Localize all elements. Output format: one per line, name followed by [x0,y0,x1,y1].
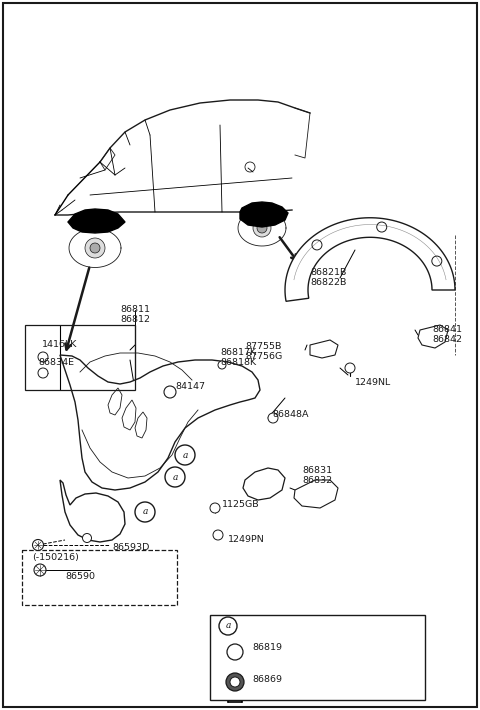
Circle shape [230,677,240,687]
Polygon shape [418,325,448,348]
Text: 86841: 86841 [432,325,462,334]
Circle shape [245,162,255,172]
Text: 1249PN: 1249PN [228,535,265,544]
Text: 86590: 86590 [65,572,95,581]
Text: 86812: 86812 [120,315,150,324]
Polygon shape [122,400,136,430]
Polygon shape [60,480,125,542]
Circle shape [345,363,355,373]
Text: 86593D: 86593D [112,543,149,552]
Polygon shape [135,412,147,438]
Circle shape [85,238,105,258]
Text: 1125GB: 1125GB [222,500,260,509]
Circle shape [312,240,322,250]
Text: a: a [172,472,178,481]
Text: 86832: 86832 [302,476,332,485]
Text: a: a [225,621,231,630]
Text: a: a [142,508,148,516]
Circle shape [38,352,48,362]
Polygon shape [240,202,288,227]
Circle shape [33,540,44,550]
Circle shape [218,361,226,369]
Circle shape [227,644,243,660]
Circle shape [219,617,237,635]
Circle shape [213,530,223,540]
Circle shape [165,467,185,487]
Circle shape [210,503,220,513]
Text: (-150216): (-150216) [32,553,79,562]
Polygon shape [310,340,338,358]
Polygon shape [60,355,260,490]
Polygon shape [108,388,122,415]
Text: 87755B: 87755B [245,342,281,351]
Text: 1416LK: 1416LK [42,340,77,349]
Text: 86842: 86842 [432,335,462,344]
Circle shape [175,445,195,465]
Text: a: a [182,451,188,459]
Circle shape [268,413,278,423]
Text: 86811: 86811 [120,305,150,314]
Circle shape [34,564,46,576]
Circle shape [38,368,48,378]
Circle shape [90,243,100,253]
Text: 87756G: 87756G [245,352,282,361]
Circle shape [226,673,244,691]
Text: 86818K: 86818K [220,358,256,367]
Circle shape [164,386,176,398]
Text: 86869: 86869 [252,675,282,684]
Text: 86821B: 86821B [310,268,347,277]
Bar [25,325,135,390]
Text: 86819: 86819 [252,643,282,652]
Text: 84147: 84147 [175,382,205,391]
Circle shape [377,222,387,232]
Text: 86834E: 86834E [38,358,74,367]
Circle shape [135,502,155,522]
Bar [22,550,177,605]
Text: 86831: 86831 [302,466,332,475]
Circle shape [83,533,92,542]
Text: 86822B: 86822B [310,278,347,287]
Polygon shape [294,480,338,508]
Text: 86848A: 86848A [272,410,309,419]
Polygon shape [285,218,455,301]
Text: 86817K: 86817K [220,348,256,357]
Polygon shape [243,468,285,500]
Circle shape [432,256,442,266]
Circle shape [253,219,271,237]
Polygon shape [68,209,125,233]
Bar [210,615,425,700]
Text: 1249NL: 1249NL [355,378,391,387]
Circle shape [257,223,267,233]
